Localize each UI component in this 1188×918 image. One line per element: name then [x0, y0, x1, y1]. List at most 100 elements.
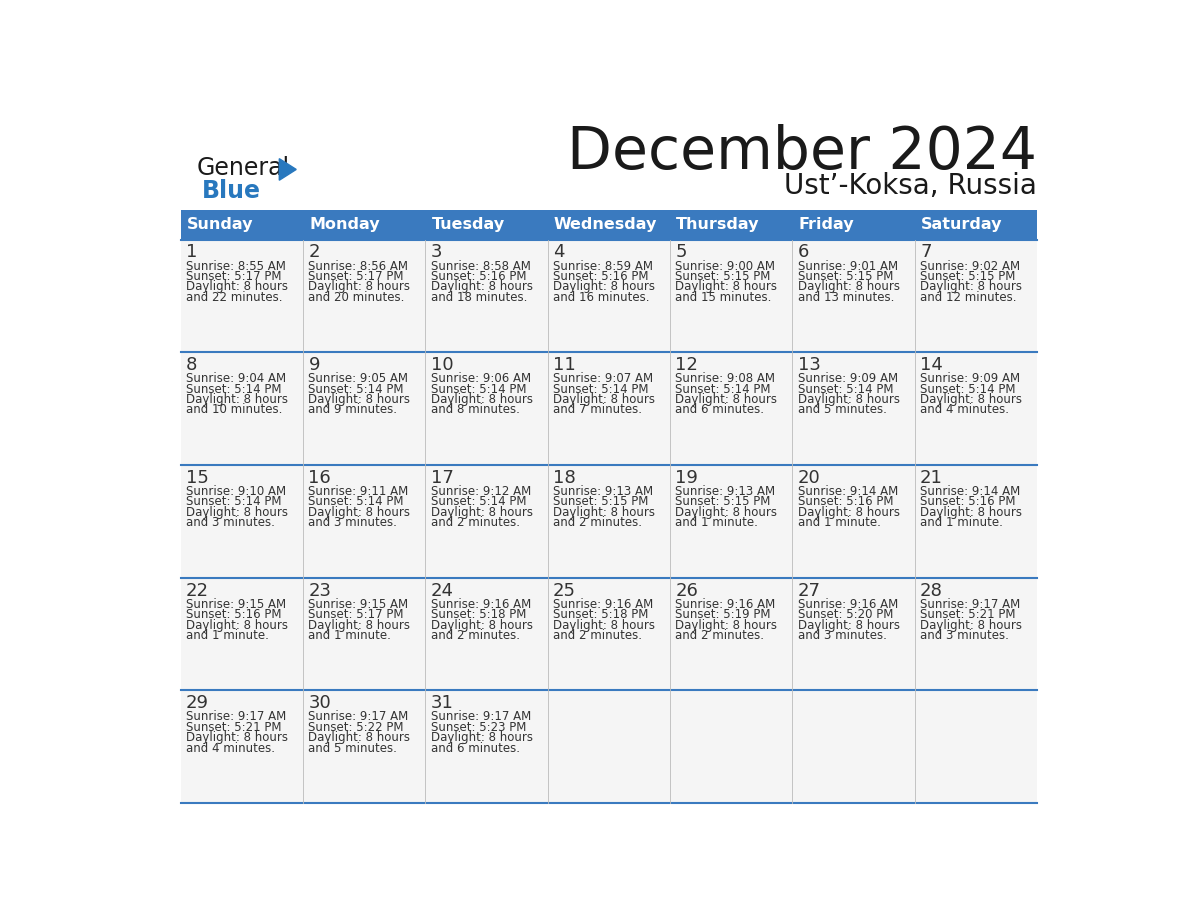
Text: Sunday: Sunday — [187, 218, 253, 232]
Bar — [303, 353, 425, 465]
Text: and 4 minutes.: and 4 minutes. — [187, 742, 276, 755]
Text: Sunrise: 9:16 AM: Sunrise: 9:16 AM — [797, 598, 898, 610]
Bar — [670, 577, 792, 690]
Text: Sunrise: 9:02 AM: Sunrise: 9:02 AM — [920, 260, 1020, 273]
Bar — [425, 210, 548, 240]
Bar — [181, 577, 303, 690]
Text: and 3 minutes.: and 3 minutes. — [187, 516, 274, 529]
Text: Sunrise: 9:05 AM: Sunrise: 9:05 AM — [309, 373, 409, 386]
Bar — [670, 210, 792, 240]
Text: Sunset: 5:14 PM: Sunset: 5:14 PM — [920, 383, 1016, 396]
Text: and 7 minutes.: and 7 minutes. — [554, 403, 642, 417]
Text: Sunset: 5:17 PM: Sunset: 5:17 PM — [187, 270, 282, 283]
Text: Monday: Monday — [309, 218, 380, 232]
Bar — [792, 210, 915, 240]
Text: Daylight: 8 hours: Daylight: 8 hours — [554, 393, 655, 406]
Text: and 10 minutes.: and 10 minutes. — [187, 403, 283, 417]
Text: and 1 minute.: and 1 minute. — [797, 516, 880, 529]
Bar — [548, 690, 670, 803]
Text: Daylight: 8 hours: Daylight: 8 hours — [431, 619, 532, 632]
Text: 25: 25 — [554, 582, 576, 599]
Text: Sunset: 5:23 PM: Sunset: 5:23 PM — [431, 721, 526, 733]
Bar — [548, 240, 670, 353]
Bar — [915, 240, 1037, 353]
Text: Daylight: 8 hours: Daylight: 8 hours — [676, 506, 777, 519]
Text: Daylight: 8 hours: Daylight: 8 hours — [920, 506, 1022, 519]
Text: Sunrise: 9:16 AM: Sunrise: 9:16 AM — [676, 598, 776, 610]
Bar — [425, 465, 548, 577]
Text: Sunset: 5:14 PM: Sunset: 5:14 PM — [797, 383, 893, 396]
Bar — [792, 577, 915, 690]
Text: Daylight: 8 hours: Daylight: 8 hours — [676, 619, 777, 632]
Text: Daylight: 8 hours: Daylight: 8 hours — [431, 280, 532, 294]
Text: Sunset: 5:15 PM: Sunset: 5:15 PM — [676, 270, 771, 283]
Text: and 1 minute.: and 1 minute. — [187, 629, 268, 642]
Text: and 20 minutes.: and 20 minutes. — [309, 291, 405, 304]
Text: 11: 11 — [554, 356, 576, 375]
Text: and 9 minutes.: and 9 minutes. — [309, 403, 398, 417]
Text: 9: 9 — [309, 356, 320, 375]
Text: and 22 minutes.: and 22 minutes. — [187, 291, 283, 304]
Text: Sunrise: 9:01 AM: Sunrise: 9:01 AM — [797, 260, 898, 273]
Text: Sunrise: 8:59 AM: Sunrise: 8:59 AM — [554, 260, 653, 273]
Text: and 1 minute.: and 1 minute. — [309, 629, 391, 642]
Bar — [181, 465, 303, 577]
Text: Sunset: 5:14 PM: Sunset: 5:14 PM — [554, 383, 649, 396]
Text: Sunrise: 9:09 AM: Sunrise: 9:09 AM — [920, 373, 1020, 386]
Text: and 1 minute.: and 1 minute. — [920, 516, 1003, 529]
Text: Blue: Blue — [202, 179, 261, 204]
Text: 21: 21 — [920, 469, 943, 487]
Text: Thursday: Thursday — [676, 218, 759, 232]
Text: Sunset: 5:14 PM: Sunset: 5:14 PM — [431, 383, 526, 396]
Text: 6: 6 — [797, 243, 809, 262]
Bar — [425, 577, 548, 690]
Bar — [181, 690, 303, 803]
Text: General: General — [196, 156, 289, 180]
Text: and 5 minutes.: and 5 minutes. — [309, 742, 397, 755]
Text: 4: 4 — [554, 243, 564, 262]
Text: and 1 minute.: and 1 minute. — [676, 516, 758, 529]
Text: Daylight: 8 hours: Daylight: 8 hours — [920, 393, 1022, 406]
Text: 31: 31 — [431, 694, 454, 712]
Text: 17: 17 — [431, 469, 454, 487]
Text: and 3 minutes.: and 3 minutes. — [797, 629, 886, 642]
Text: 12: 12 — [676, 356, 699, 375]
Text: 5: 5 — [676, 243, 687, 262]
Text: and 18 minutes.: and 18 minutes. — [431, 291, 527, 304]
Text: 28: 28 — [920, 582, 943, 599]
Text: Sunset: 5:19 PM: Sunset: 5:19 PM — [676, 608, 771, 621]
Text: Sunrise: 9:14 AM: Sunrise: 9:14 AM — [797, 485, 898, 498]
Bar — [548, 577, 670, 690]
Text: Sunrise: 9:13 AM: Sunrise: 9:13 AM — [676, 485, 776, 498]
Text: Sunset: 5:14 PM: Sunset: 5:14 PM — [187, 383, 282, 396]
Text: Sunset: 5:20 PM: Sunset: 5:20 PM — [797, 608, 893, 621]
Polygon shape — [279, 159, 296, 180]
Text: Daylight: 8 hours: Daylight: 8 hours — [187, 506, 289, 519]
Bar — [181, 240, 303, 353]
Text: 29: 29 — [187, 694, 209, 712]
Text: Sunset: 5:14 PM: Sunset: 5:14 PM — [187, 496, 282, 509]
Text: Sunset: 5:15 PM: Sunset: 5:15 PM — [797, 270, 893, 283]
Text: 24: 24 — [431, 582, 454, 599]
Text: and 2 minutes.: and 2 minutes. — [431, 629, 520, 642]
Text: Daylight: 8 hours: Daylight: 8 hours — [920, 619, 1022, 632]
Text: Daylight: 8 hours: Daylight: 8 hours — [309, 506, 410, 519]
Text: Sunset: 5:14 PM: Sunset: 5:14 PM — [309, 496, 404, 509]
Text: Tuesday: Tuesday — [431, 218, 505, 232]
Text: Sunset: 5:21 PM: Sunset: 5:21 PM — [920, 608, 1016, 621]
Text: 19: 19 — [676, 469, 699, 487]
Bar — [670, 240, 792, 353]
Bar — [792, 690, 915, 803]
Text: 20: 20 — [797, 469, 821, 487]
Text: Sunrise: 9:17 AM: Sunrise: 9:17 AM — [920, 598, 1020, 610]
Text: Daylight: 8 hours: Daylight: 8 hours — [676, 280, 777, 294]
Text: Daylight: 8 hours: Daylight: 8 hours — [920, 280, 1022, 294]
Text: Sunset: 5:16 PM: Sunset: 5:16 PM — [431, 270, 526, 283]
Text: Sunset: 5:18 PM: Sunset: 5:18 PM — [554, 608, 649, 621]
Bar — [303, 465, 425, 577]
Text: Sunrise: 9:10 AM: Sunrise: 9:10 AM — [187, 485, 286, 498]
Text: 15: 15 — [187, 469, 209, 487]
Text: Wednesday: Wednesday — [554, 218, 657, 232]
Text: and 15 minutes.: and 15 minutes. — [676, 291, 772, 304]
Text: Sunset: 5:22 PM: Sunset: 5:22 PM — [309, 721, 404, 733]
